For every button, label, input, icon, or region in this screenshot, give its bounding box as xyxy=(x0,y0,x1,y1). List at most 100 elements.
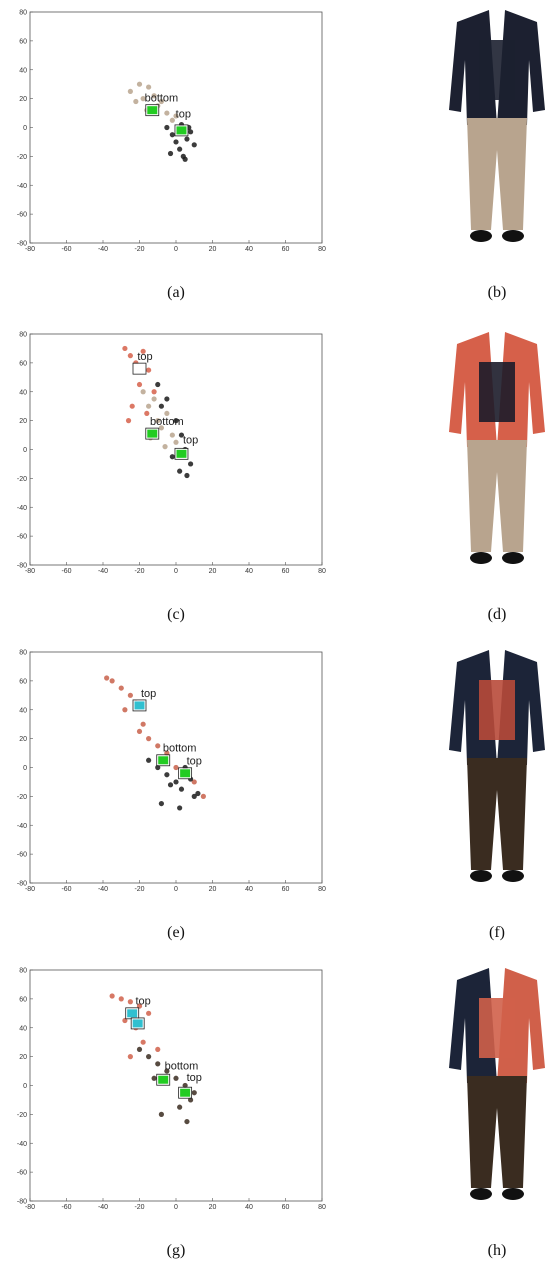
y-tick-label: -80 xyxy=(17,881,27,888)
scatter-point xyxy=(122,346,127,351)
scatter-point xyxy=(146,736,151,741)
scatter-point xyxy=(159,801,164,806)
annotation: bottom xyxy=(165,1061,199,1073)
page: -80 -60 -40 -20 0 20 40 60 80 -80 -60 -40 -20 0 20 40 60… xyxy=(0,0,549,1266)
scatter-point xyxy=(146,367,151,372)
x-tick-label: -40 xyxy=(98,1204,108,1211)
scatter-point xyxy=(173,765,178,770)
y-tick-label: 0 xyxy=(23,447,27,454)
y-tick-label: -80 xyxy=(17,1199,27,1206)
scatter-point xyxy=(146,404,151,409)
scatter-point xyxy=(137,1047,142,1052)
annotation: top xyxy=(176,108,191,120)
y-tick-label: 60 xyxy=(19,38,27,45)
y-tick-label: -60 xyxy=(17,212,27,219)
scatter-point xyxy=(162,444,167,449)
scatter-point xyxy=(128,999,133,1004)
shoe xyxy=(502,552,524,564)
annotation: top xyxy=(141,688,156,700)
x-tick-label: 20 xyxy=(209,886,217,893)
shoe xyxy=(470,230,492,242)
x-tick-label: -60 xyxy=(61,568,71,575)
torso xyxy=(479,40,515,100)
y-tick-label: 20 xyxy=(19,96,27,103)
caption: (f) xyxy=(489,924,505,941)
scatter-point xyxy=(146,1054,151,1059)
shoe xyxy=(502,230,524,242)
scatter-point xyxy=(177,1105,182,1110)
caption: (a) xyxy=(167,284,185,301)
scatter-point xyxy=(184,136,189,141)
annotation: bottom xyxy=(145,93,179,105)
cluster-center xyxy=(127,1009,137,1017)
scatter-point xyxy=(177,469,182,474)
caption: (b) xyxy=(488,284,507,301)
scatter-point xyxy=(141,1040,146,1045)
x-tick-label: -20 xyxy=(134,246,144,253)
y-tick-label: -40 xyxy=(17,183,27,190)
scatter-point xyxy=(164,772,169,777)
scatter-point xyxy=(137,82,142,87)
scatter-point xyxy=(119,685,124,690)
scatter-point xyxy=(164,125,169,130)
y-tick-label: -40 xyxy=(17,1141,27,1148)
shoe xyxy=(502,870,524,882)
scatter-point xyxy=(177,147,182,152)
y-tick-label: -60 xyxy=(17,534,27,541)
y-tick-label: -80 xyxy=(17,563,27,570)
cluster-center xyxy=(180,769,190,777)
scatter-point xyxy=(141,722,146,727)
x-tick-label: 80 xyxy=(318,568,326,575)
x-tick-label: -60 xyxy=(61,246,71,253)
y-tick-label: 40 xyxy=(19,1025,27,1032)
x-tick-label: 80 xyxy=(318,1204,326,1211)
scatter-point xyxy=(146,758,151,763)
scatter-point xyxy=(159,404,164,409)
x-tick-label: 60 xyxy=(282,568,290,575)
y-tick-label: 40 xyxy=(19,389,27,396)
y-tick-label: 80 xyxy=(19,650,27,657)
scatter-point xyxy=(170,132,175,137)
trousers xyxy=(467,118,527,230)
x-tick-label: 40 xyxy=(245,246,253,253)
person-photo xyxy=(449,10,545,242)
scatter-point xyxy=(173,779,178,784)
x-tick-label: -20 xyxy=(134,886,144,893)
y-tick-label: 60 xyxy=(19,360,27,367)
cluster-center xyxy=(176,126,186,134)
y-tick-label: 40 xyxy=(19,67,27,74)
y-tick-label: 80 xyxy=(19,332,27,339)
scatter-point xyxy=(152,396,157,401)
scatter-point xyxy=(155,743,160,748)
scatter-point xyxy=(126,418,131,423)
x-tick-label: 60 xyxy=(282,1204,290,1211)
trousers xyxy=(467,1076,527,1188)
caption: (h) xyxy=(488,1242,507,1259)
scatter-point xyxy=(146,1011,151,1016)
x-tick-label: 0 xyxy=(174,246,178,253)
x-tick-label: 40 xyxy=(245,1204,253,1211)
y-tick-label: -40 xyxy=(17,505,27,512)
trousers xyxy=(467,758,527,870)
scatter-point xyxy=(168,151,173,156)
cluster-center xyxy=(135,701,145,709)
cluster-center xyxy=(147,430,157,438)
x-tick-label: 40 xyxy=(245,886,253,893)
y-tick-label: -60 xyxy=(17,1170,27,1177)
x-tick-label: 40 xyxy=(245,568,253,575)
scatter-point xyxy=(184,1119,189,1124)
scatter-point xyxy=(201,794,206,799)
shoe xyxy=(470,870,492,882)
x-tick-label: 20 xyxy=(209,246,217,253)
scatter-point xyxy=(130,404,135,409)
x-tick-label: 0 xyxy=(174,886,178,893)
scatter-point xyxy=(173,139,178,144)
x-tick-label: -60 xyxy=(61,886,71,893)
y-tick-label: -20 xyxy=(17,476,27,483)
scatter-point xyxy=(104,675,109,680)
scatter-point xyxy=(144,411,149,416)
shoe xyxy=(470,1188,492,1200)
scatter-point xyxy=(119,996,124,1001)
scatter-point xyxy=(159,1112,164,1117)
scatter-point xyxy=(110,678,115,683)
